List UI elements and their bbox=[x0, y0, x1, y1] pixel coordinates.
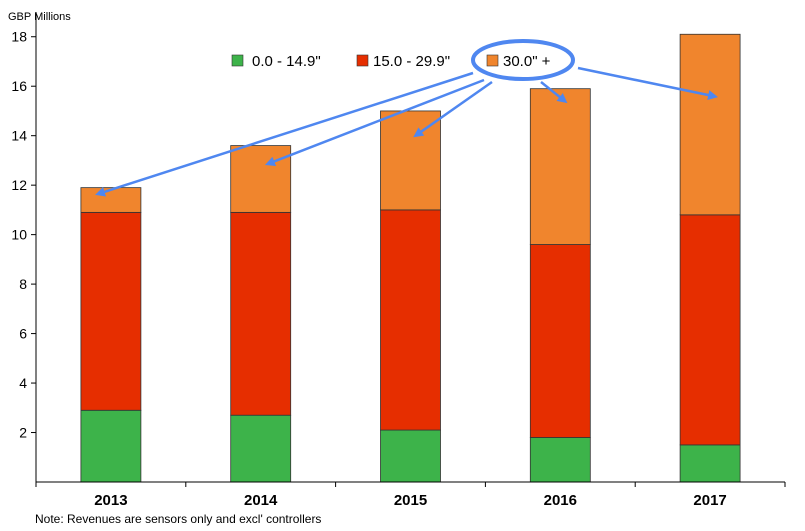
legend: 0.0 - 14.9" 15.0 - 29.9" 30.0" + bbox=[231, 53, 551, 70]
x-tick-label: 2016 bbox=[544, 492, 577, 509]
y-tick-label: 10 bbox=[11, 227, 27, 243]
y-tick-label: 6 bbox=[19, 326, 27, 342]
legend-label: 15.0 - 29.9" bbox=[373, 53, 450, 70]
y-tick-label: 12 bbox=[11, 177, 27, 193]
footnote: Note: Revenues are sensors only and excl… bbox=[35, 512, 322, 526]
highlight-arrow bbox=[413, 80, 493, 138]
y-tick-label: 14 bbox=[11, 128, 27, 144]
x-tick-label: 2014 bbox=[244, 492, 278, 509]
highlight-annotation bbox=[95, 39, 719, 197]
x-tick-label: 2013 bbox=[94, 492, 127, 509]
highlight-arrow bbox=[264, 78, 485, 167]
highlight-arrow bbox=[540, 81, 568, 104]
bar-segment-2017-s1 bbox=[679, 214, 741, 446]
legend-label: 30.0" + bbox=[503, 53, 551, 70]
y-tick-label: 8 bbox=[19, 276, 27, 292]
bar-segment-2013-s1 bbox=[80, 211, 142, 411]
y-tick-label: 2 bbox=[19, 425, 27, 441]
legend-swatch bbox=[486, 54, 499, 67]
bar-segment-2014-s2 bbox=[230, 145, 292, 213]
x-tick-label: 2017 bbox=[693, 492, 726, 509]
bar-segment-2017-s0 bbox=[679, 444, 741, 483]
y-axis-label: GBP Millions bbox=[8, 11, 71, 23]
y-tick-label: 18 bbox=[11, 29, 27, 45]
bar-segment-2017-s2 bbox=[679, 33, 741, 216]
bar-segment-2013-s2 bbox=[80, 187, 142, 213]
bar-segment-2016-s0 bbox=[529, 437, 591, 483]
bar-segment-2014-s0 bbox=[230, 414, 292, 483]
legend-swatch bbox=[231, 54, 244, 67]
y-tick-label: 4 bbox=[19, 375, 27, 391]
bar-segment-2014-s1 bbox=[230, 211, 292, 416]
bar-segment-2016-s2 bbox=[529, 88, 591, 245]
bar-segment-2015-s2 bbox=[380, 110, 441, 211]
y-tick-label: 16 bbox=[11, 78, 27, 94]
bar-segment-2016-s1 bbox=[529, 244, 591, 438]
x-axis: 2013 2014 2015 2016 2017 bbox=[35, 481, 786, 509]
bar-segment-2015-s0 bbox=[380, 429, 441, 483]
x-tick-label: 2015 bbox=[394, 492, 427, 509]
highlight-arrow bbox=[95, 71, 474, 197]
highlight-arrow bbox=[577, 66, 719, 100]
bars bbox=[80, 33, 741, 483]
y-axis: 2 4 6 8 10 12 14 16 18 bbox=[11, 12, 37, 482]
legend-swatch bbox=[356, 54, 369, 67]
legend-label: 0.0 - 14.9" bbox=[252, 53, 321, 70]
highlight-ellipse bbox=[471, 39, 575, 81]
bar-segment-2013-s0 bbox=[80, 409, 142, 483]
bar-segment-2015-s1 bbox=[380, 209, 441, 431]
